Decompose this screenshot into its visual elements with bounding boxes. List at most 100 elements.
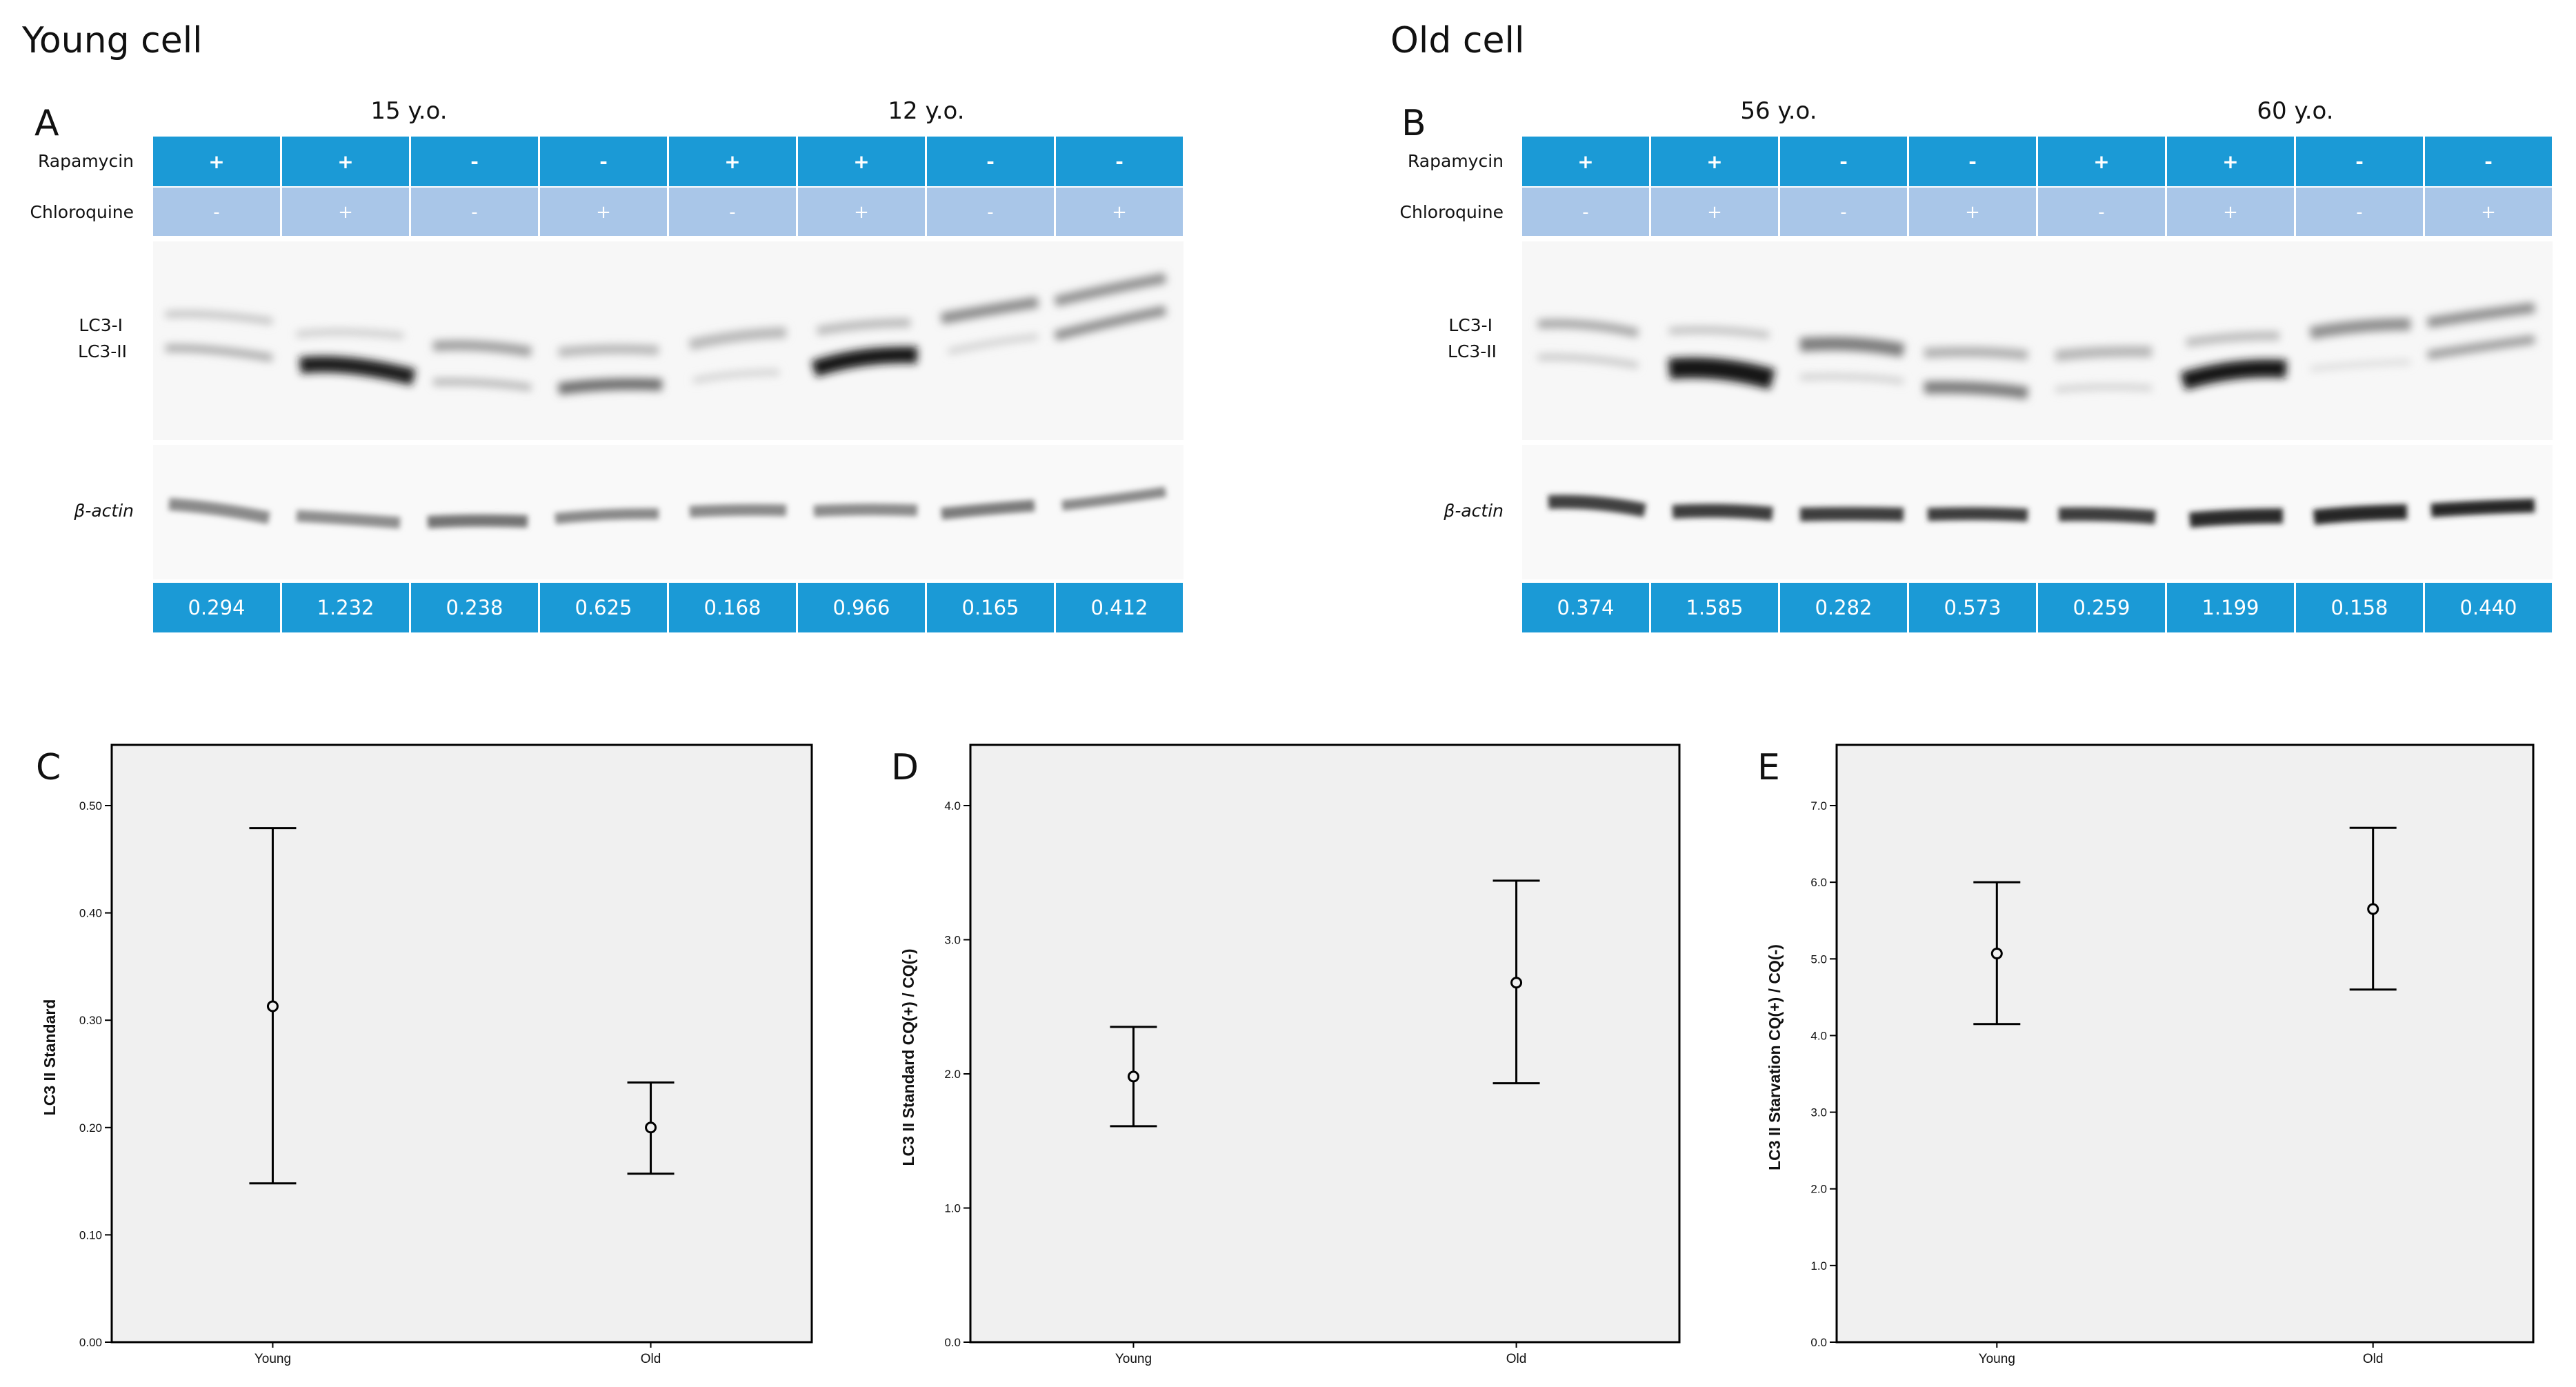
rapamycin-sign: - [2355, 150, 2364, 173]
quantification-value: 0.158 [2330, 596, 2388, 619]
beta-actin-label: β-actin [73, 501, 134, 521]
rapamycin-cell [2038, 137, 2165, 186]
band [688, 327, 787, 350]
y-axis-label: LC3 II Standard [41, 999, 59, 1116]
chloroquine-cell [2167, 188, 2294, 236]
lc3-i-label: LC3-I [1448, 315, 1492, 335]
rapamycin-row-label: Rapamycin [1408, 151, 1504, 171]
y-tick-label: 3.0 [944, 934, 961, 947]
panel-letter: E [1757, 747, 1780, 788]
band [2188, 508, 2284, 528]
band [811, 346, 918, 377]
panel-letter: D [891, 747, 919, 788]
donor-label-15: 15 y.o. [370, 97, 447, 125]
quantification-value: 1.585 [1686, 596, 1743, 619]
band [1668, 357, 1775, 390]
quantification-cell [1522, 583, 1649, 632]
rapamycin-cell [669, 137, 796, 186]
rapamycin-sign: + [853, 150, 869, 173]
band [427, 514, 528, 528]
band [296, 328, 404, 339]
chloroquine-sign: - [1840, 202, 1846, 223]
rapamycin-cell [798, 137, 925, 186]
chloroquine-cell [282, 188, 409, 236]
band [165, 344, 273, 362]
rapamycin-sign: + [1577, 150, 1593, 173]
rapamycin-cell [1522, 137, 1649, 186]
x-category-label: Old [641, 1352, 661, 1366]
quantification-cell [540, 583, 667, 632]
plot-area [110, 744, 813, 1344]
rapamycin-sign: - [599, 150, 608, 173]
rapamycin-sign: - [2484, 150, 2493, 173]
x-category-label: Old [2363, 1352, 2384, 1366]
y-tick-label: 0.00 [79, 1336, 102, 1349]
chloroquine-sign: + [1707, 202, 1722, 223]
chloroquine-cell [1056, 188, 1183, 236]
rapamycin-sign: + [2222, 150, 2238, 173]
blot-panel-a: A 15 y.o. 12 y.o. Rapamycin Chloroquine … [30, 97, 1184, 632]
rapamycin-cell [927, 137, 1054, 186]
quantification-value: 0.966 [832, 596, 890, 619]
x-category-label: Old [1506, 1352, 1527, 1366]
quantification-cell [153, 583, 280, 632]
y-tick-label: 2.0 [1810, 1183, 1827, 1196]
band [816, 318, 911, 336]
band [1924, 346, 2028, 361]
band [947, 333, 1039, 355]
lc3-bands [165, 272, 1167, 395]
chloroquine-cell [2296, 188, 2423, 236]
chloroquine-sign: + [2223, 202, 2238, 223]
band [2309, 318, 2411, 339]
y-tick-label: 6.0 [1810, 876, 1827, 889]
y-axis-label: LC3 II Starvation CQ(+) / CQ(-) [1766, 944, 1784, 1170]
band [296, 510, 401, 529]
band [1799, 507, 1904, 521]
mean-point [2367, 903, 2379, 915]
x-category-label: Young [254, 1352, 291, 1366]
chloroquine-sign: + [338, 202, 353, 223]
rapamycin-cell [411, 137, 538, 186]
rapamycin-cell [540, 137, 667, 186]
y-tick-label: 0.50 [79, 799, 102, 812]
rapamycin-sign: - [1968, 150, 1977, 173]
plot-area [1835, 744, 2535, 1344]
panel-letter: C [36, 747, 61, 788]
chloroquine-sign: + [596, 202, 611, 223]
donor-label-56: 56 y.o. [1740, 97, 1817, 125]
x-category-label: Young [1979, 1352, 2015, 1366]
band [432, 340, 532, 357]
band [557, 378, 663, 395]
quantification-value: 0.573 [1944, 596, 2001, 619]
quantification-value: 0.625 [575, 596, 632, 619]
quantification-cell [411, 583, 538, 632]
band [1537, 354, 1639, 369]
band [555, 508, 659, 524]
blot-panel-b: B 56 y.o. 60 y.o. Rapamycin Chloroquine … [1400, 97, 2553, 632]
chloroquine-cell [411, 188, 538, 236]
band [299, 356, 416, 386]
chloroquine-row-label: Chloroquine [30, 202, 134, 222]
y-tick-label: 0.40 [79, 907, 102, 920]
quantification-cell [927, 583, 1054, 632]
band [1054, 272, 1167, 307]
actin-bands [1548, 495, 2535, 528]
chart-panel-d: D 0.0 1.0 2.0 3.0 4.0 LC3 II Standard CQ(+) / … [891, 744, 1681, 1366]
chloroquine-sign: - [2356, 202, 2362, 223]
band [2185, 331, 2280, 348]
band [1061, 486, 1167, 511]
chloroquine-sign: - [729, 202, 735, 223]
beta-actin-label: β-actin [1443, 501, 1504, 521]
quantification-cell [669, 583, 796, 632]
y-tick-label: 0.10 [79, 1228, 102, 1241]
chloroquine-cell [1522, 188, 1649, 236]
chloroquine-sign: + [1965, 202, 1980, 223]
quantification-value: 0.165 [961, 596, 1019, 619]
chloroquine-sign: + [854, 202, 869, 223]
chart-panel-c: C 0.00 0.10 0.20 0.30 0.40 0.50 LC3 II Standard… [36, 744, 813, 1366]
band [1924, 381, 2029, 399]
rapamycin-cell [1056, 137, 1183, 186]
rapamycin-sign: - [986, 150, 995, 173]
band [2313, 504, 2408, 525]
y-tick-label: 0.0 [944, 1336, 961, 1349]
